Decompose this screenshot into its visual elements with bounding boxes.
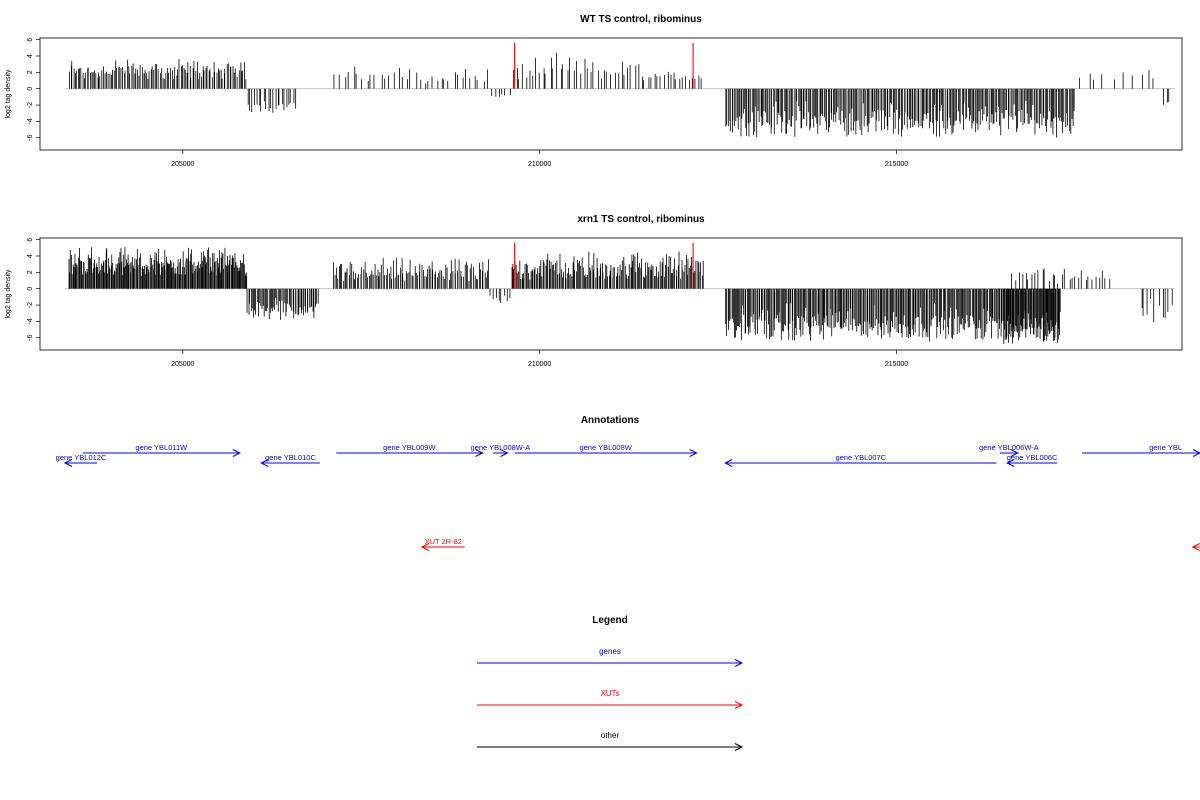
y-axis-label: log2 tag density [5, 269, 12, 319]
feature-arrow: gene YBL006C [1006, 453, 1058, 467]
legend-entry: genes [477, 647, 744, 667]
arrow-head [63, 459, 73, 467]
arrow-head [500, 449, 509, 457]
feature-arrow: gene YBL012C [56, 453, 107, 467]
arrow-head [734, 659, 744, 667]
feature-label: gene YBL008W [579, 443, 632, 452]
feature-label: XUT 2R-82 [425, 537, 462, 546]
x-tick-label: 205000 [171, 361, 194, 368]
plot-frame [39, 37, 1183, 151]
y-tick-label: 4 [27, 54, 34, 58]
legend-arrow [477, 659, 744, 667]
feature-arrow: gene YBL009W [336, 443, 484, 457]
y-tick-label: -6 [27, 135, 34, 141]
arrow-head [260, 459, 269, 467]
panel-1: WT TS control, ribominus -6 -4 -2 0 2 4 6 log2 t… [5, 14, 1183, 168]
y-tick-label: 6 [27, 38, 34, 42]
y-tick-label: -6 [27, 335, 34, 341]
legend-arrow [477, 701, 744, 709]
y-tick-label: -2 [27, 102, 34, 108]
plot-frame [39, 237, 1183, 351]
y-tick-label: 0 [27, 87, 34, 91]
x-tick-label: 215000 [885, 361, 908, 368]
feature-label: gene YBL008W-A [470, 443, 530, 452]
feature-arrow: gene YBL008W [514, 443, 698, 457]
y-tick-label: 6 [27, 238, 34, 242]
feature-arrow: XUT 2R-82 [420, 537, 465, 551]
arrow-head [232, 449, 241, 457]
feature-arrow: gene YBL [1082, 443, 1200, 457]
feature-label: gene YBL009W [383, 443, 436, 452]
arrow-head [1192, 449, 1200, 457]
feature-arrow: gene YBL007C [724, 453, 997, 467]
arrow-head [734, 743, 744, 751]
feature-arrow: gene YBL008W-A [470, 443, 530, 457]
x-tick-label: 210000 [528, 361, 551, 368]
x-tick-label: 210000 [528, 161, 551, 168]
y-tick-label: 4 [27, 254, 34, 258]
x-tick-label: 205000 [171, 161, 194, 168]
arrow-head [1010, 449, 1019, 457]
feature-label: gene YBL010C [265, 453, 316, 462]
annotations-track: Annotations gene YBL012C gene YBL011W gene … [56, 415, 1200, 551]
legend-entry: other [477, 731, 744, 751]
arrow-head [724, 459, 733, 467]
legend: Legend genes XUTs other [477, 615, 744, 751]
feature-label: gene YBL006C [1007, 453, 1058, 462]
arrow-head [1006, 459, 1015, 467]
feature-label: gene YBL012C [56, 453, 107, 462]
y-axis-label: log2 tag density [5, 69, 12, 119]
y-tick-label: 2 [27, 70, 34, 74]
x-tick-label: 215000 [885, 161, 908, 168]
y-tick-label: -4 [27, 118, 34, 124]
y-tick-label: -4 [27, 318, 34, 324]
arrow-head [689, 449, 698, 457]
arrow-head [734, 701, 744, 709]
feature-arrow [1191, 543, 1200, 551]
legend-entry: XUTs [477, 689, 744, 709]
panel-title: WT TS control, ribominus [580, 14, 702, 25]
feature-label: gene YBL011W [135, 443, 188, 452]
legend-label: other [601, 731, 620, 740]
feature-label: gene YBL006W-A [979, 443, 1039, 452]
y-tick-label: 2 [27, 270, 34, 274]
y-tick-label: 0 [27, 287, 34, 291]
feature-arrow: gene YBL011W [82, 443, 241, 457]
legend-arrow [477, 743, 744, 751]
panel-title: xrn1 TS control, ribominus [577, 214, 705, 225]
arrow-head [475, 449, 484, 457]
arrow-head [1191, 543, 1200, 551]
panel-2: xrn1 TS control, ribominus -6 -4 -2 0 2 4 6 log2… [5, 214, 1183, 368]
legend-label: genes [599, 647, 621, 656]
annotations-title: Annotations [581, 415, 640, 426]
feature-label: gene YBL [1149, 443, 1182, 452]
feature-arrow: gene YBL010C [260, 453, 320, 467]
legend-title: Legend [592, 615, 628, 626]
feature-arrow: gene YBL006W-A [979, 443, 1039, 457]
y-tick-label: -2 [27, 302, 34, 308]
legend-label: XUTs [600, 689, 619, 698]
arrow-head [420, 543, 430, 551]
feature-label: gene YBL007C [835, 453, 886, 462]
